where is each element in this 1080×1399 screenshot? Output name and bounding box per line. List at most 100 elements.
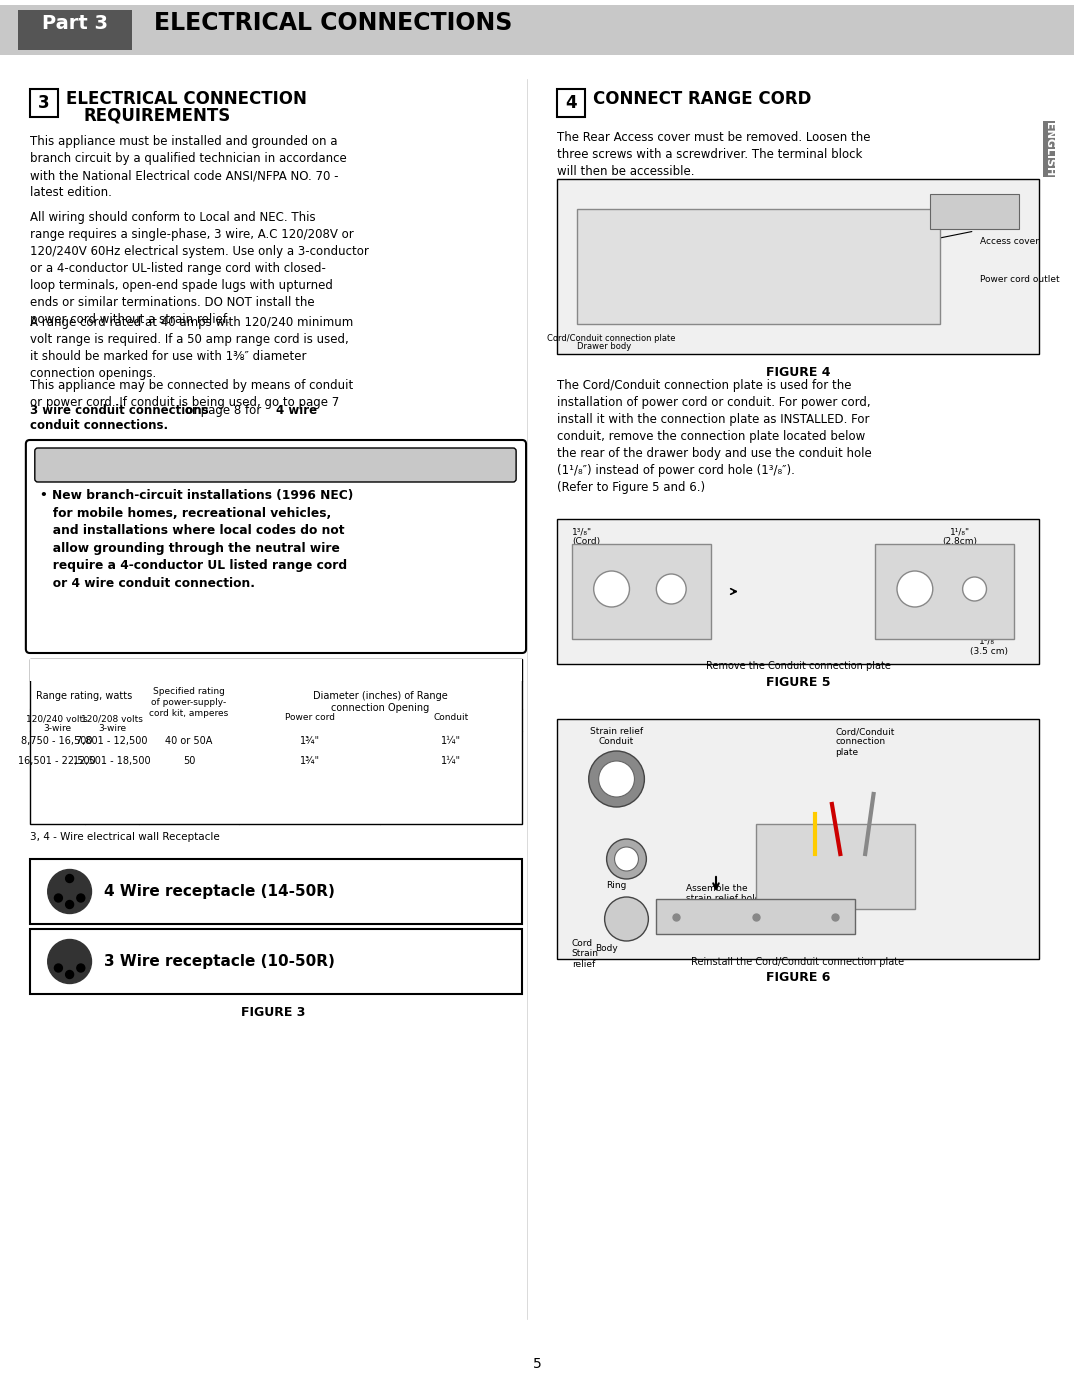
- Text: 4: 4: [565, 94, 577, 112]
- Circle shape: [66, 901, 73, 908]
- FancyBboxPatch shape: [35, 448, 516, 483]
- Bar: [571, 544, 711, 639]
- Bar: [577, 208, 940, 325]
- Text: Remove the Conduit connection plate: Remove the Conduit connection plate: [705, 660, 891, 672]
- Text: This appliance may be connected by means of conduit
or power cord. If conduit is: This appliance may be connected by means…: [30, 379, 353, 427]
- Text: Access cover: Access cover: [980, 236, 1039, 245]
- Text: 4 wire: 4 wire: [276, 404, 318, 417]
- Text: Part 3: Part 3: [42, 14, 108, 32]
- Circle shape: [589, 751, 645, 807]
- Text: 1¼": 1¼": [441, 755, 461, 767]
- Bar: [557, 519, 1039, 665]
- Circle shape: [66, 971, 73, 978]
- Circle shape: [54, 964, 63, 972]
- Circle shape: [77, 894, 85, 902]
- Circle shape: [48, 870, 92, 914]
- Circle shape: [594, 571, 630, 607]
- Text: 40 or 50A: 40 or 50A: [165, 736, 213, 746]
- Text: X: X: [80, 891, 85, 897]
- Text: Specified rating
of power-supply-
cord kit, amperes: Specified rating of power-supply- cord k…: [149, 687, 229, 718]
- Bar: [875, 544, 1014, 639]
- Text: FIGURE 6: FIGURE 6: [766, 971, 831, 983]
- Circle shape: [657, 574, 686, 604]
- Text: 3 Wire receptacle (10-50R): 3 Wire receptacle (10-50R): [105, 954, 335, 970]
- Text: Conduit: Conduit: [835, 849, 870, 858]
- Text: Conduit: Conduit: [433, 712, 469, 722]
- Text: FIGURE 5: FIGURE 5: [766, 676, 831, 688]
- Text: 1³/₈"
(Cord): 1³/₈" (Cord): [571, 527, 599, 547]
- Bar: [756, 824, 915, 909]
- Text: Body: Body: [595, 944, 618, 953]
- Bar: [557, 90, 584, 118]
- Text: 3: 3: [38, 94, 50, 112]
- Text: 3 wire conduit connections: 3 wire conduit connections: [30, 404, 208, 417]
- Text: Cord/Conduit connection plate: Cord/Conduit connection plate: [548, 334, 676, 343]
- Circle shape: [598, 761, 634, 797]
- Text: 1¼": 1¼": [441, 736, 461, 746]
- Text: ENGLISH: ENGLISH: [1044, 122, 1054, 176]
- Circle shape: [66, 874, 73, 883]
- Circle shape: [605, 897, 648, 942]
- Text: All wiring should conform to Local and NEC. This
range requires a single-phase, : All wiring should conform to Local and N…: [30, 211, 368, 326]
- Text: or page 8 for: or page 8 for: [181, 404, 265, 417]
- Text: Cord/Conduit
connection
plate: Cord/Conduit connection plate: [835, 727, 894, 757]
- Bar: [557, 179, 1039, 354]
- Circle shape: [54, 894, 63, 902]
- FancyBboxPatch shape: [26, 441, 526, 653]
- Text: 1¾": 1¾": [299, 755, 320, 767]
- Text: Drawer body: Drawer body: [577, 341, 631, 351]
- Bar: [18, 10, 132, 50]
- Text: The Cord/Conduit connection plate is used for the
installation of power cord or : The Cord/Conduit connection plate is use…: [557, 379, 872, 494]
- Text: Terminal block: Terminal block: [942, 207, 1008, 215]
- Bar: [0, 6, 1074, 55]
- Text: Y: Y: [54, 891, 59, 897]
- Circle shape: [962, 576, 986, 602]
- Text: Reinstall the Cord/Conduit connection plate: Reinstall the Cord/Conduit connection pl…: [691, 957, 905, 967]
- Text: 12,501 - 18,500: 12,501 - 18,500: [73, 755, 151, 767]
- Text: ELECTRICAL CONNECTION: ELECTRICAL CONNECTION: [66, 90, 307, 108]
- Text: 120/208 volts
3-wire: 120/208 volts 3-wire: [81, 713, 143, 733]
- Text: FIGURE 3: FIGURE 3: [241, 1006, 306, 1018]
- Text: ELECTRICAL CONNECTIONS: ELECTRICAL CONNECTIONS: [154, 11, 513, 35]
- Circle shape: [48, 940, 92, 983]
- Text: REQUIREMENTS: REQUIREMENTS: [83, 106, 231, 125]
- Text: Strain relief
Conduit: Strain relief Conduit: [590, 727, 643, 747]
- Text: Power cord outlet: Power cord outlet: [980, 274, 1059, 284]
- Text: W: W: [65, 972, 72, 978]
- Bar: [30, 929, 522, 995]
- Text: Specified power-supply-cord kit rating: Specified power-supply-cord kit rating: [144, 663, 399, 677]
- Text: ⚠  WARNING: ⚠ WARNING: [205, 453, 332, 471]
- Circle shape: [897, 571, 933, 607]
- Bar: [30, 659, 522, 681]
- Text: A range cord rated at 40 amps with 120/240 minimum
volt range is required. If a : A range cord rated at 40 amps with 120/2…: [30, 316, 353, 381]
- Text: 3, 4 - Wire electrical wall Receptacle: 3, 4 - Wire electrical wall Receptacle: [30, 832, 219, 842]
- Text: conduit connections.: conduit connections.: [30, 418, 168, 432]
- Text: Y: Y: [54, 958, 59, 964]
- Text: This appliance must be installed and grounded on a
branch circuit by a qualified: This appliance must be installed and gro…: [30, 134, 347, 199]
- Text: 5: 5: [532, 1357, 541, 1371]
- Text: 50: 50: [183, 755, 195, 767]
- Text: • New branch-circuit installations (1996 NEC)
   for mobile homes, recreational : • New branch-circuit installations (1996…: [40, 490, 353, 589]
- Bar: [557, 719, 1039, 958]
- Text: Assemble the
strain relief hole: Assemble the strain relief hole: [686, 884, 760, 904]
- Bar: [30, 859, 522, 923]
- Bar: [30, 659, 522, 824]
- Text: Range rating, watts: Range rating, watts: [37, 691, 133, 701]
- Text: W: W: [62, 902, 69, 908]
- Text: 1¹/₈"
(2.8cm): 1¹/₈" (2.8cm): [942, 527, 977, 547]
- Text: X: X: [80, 958, 85, 964]
- Text: G: G: [63, 874, 68, 880]
- Text: 16,501 - 22,500: 16,501 - 22,500: [18, 755, 96, 767]
- Bar: [657, 900, 855, 935]
- Text: 8,750 - 16,500: 8,750 - 16,500: [22, 736, 93, 746]
- Text: Ring: Ring: [606, 881, 626, 890]
- Text: Cord
Strain
relief: Cord Strain relief: [571, 939, 598, 968]
- Text: Diameter (inches) of Range
connection Opening: Diameter (inches) of Range connection Op…: [313, 691, 448, 713]
- Text: 1³/₈"
(3.5 cm): 1³/₈" (3.5 cm): [971, 637, 1009, 656]
- Circle shape: [615, 846, 638, 872]
- Circle shape: [607, 839, 647, 879]
- Text: 7,801 - 12,500: 7,801 - 12,500: [76, 736, 148, 746]
- Bar: [930, 194, 1020, 229]
- Text: FIGURE 4: FIGURE 4: [766, 367, 831, 379]
- Text: 4 Wire receptacle (14-50R): 4 Wire receptacle (14-50R): [105, 884, 335, 900]
